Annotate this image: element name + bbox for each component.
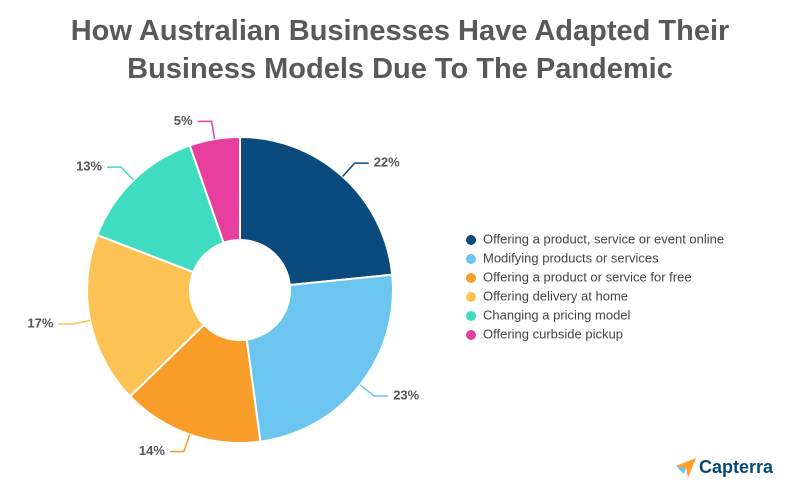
- data-label: 5%: [174, 113, 193, 128]
- legend-marker: [466, 235, 476, 245]
- leader-line: [359, 384, 389, 397]
- pie-slice: [245, 273, 394, 443]
- pie-slice: [239, 135, 394, 287]
- data-label: 22%: [374, 155, 400, 170]
- legend-label: Offering delivery at home: [483, 288, 628, 303]
- legend-label: Offering curbside pickup: [483, 326, 623, 341]
- pie-slice: [128, 323, 262, 444]
- legend-label: Changing a pricing model: [483, 307, 631, 322]
- data-label: 23%: [393, 387, 419, 402]
- brand-logo: Capterra: [676, 457, 774, 478]
- legend-label: Offering a product or service for free: [483, 269, 692, 284]
- data-label: 13%: [76, 159, 102, 174]
- legend-label: Offering a product, service or event onl…: [483, 231, 724, 246]
- legend-label: Modifying products or services: [483, 250, 659, 265]
- pie-slice: [86, 233, 206, 398]
- pie-slice: [95, 144, 225, 274]
- data-label: 17%: [27, 315, 53, 330]
- leader-line: [107, 166, 135, 181]
- logo-icon: [676, 466, 686, 474]
- brand: Capterra: [699, 457, 774, 477]
- leader-line: [58, 319, 91, 325]
- leader-line: [169, 434, 191, 453]
- chart-title: How Australian Businesses Have Adapted T…: [70, 15, 730, 85]
- legend-marker: [466, 292, 476, 302]
- legend-marker: [466, 273, 476, 283]
- legend-marker: [466, 254, 476, 264]
- leader-line: [342, 162, 369, 178]
- legend-marker: [466, 311, 476, 321]
- pie-slice: [188, 135, 241, 245]
- legend-marker: [466, 330, 476, 340]
- leader-line: [197, 120, 216, 140]
- data-label: 14%: [139, 443, 165, 458]
